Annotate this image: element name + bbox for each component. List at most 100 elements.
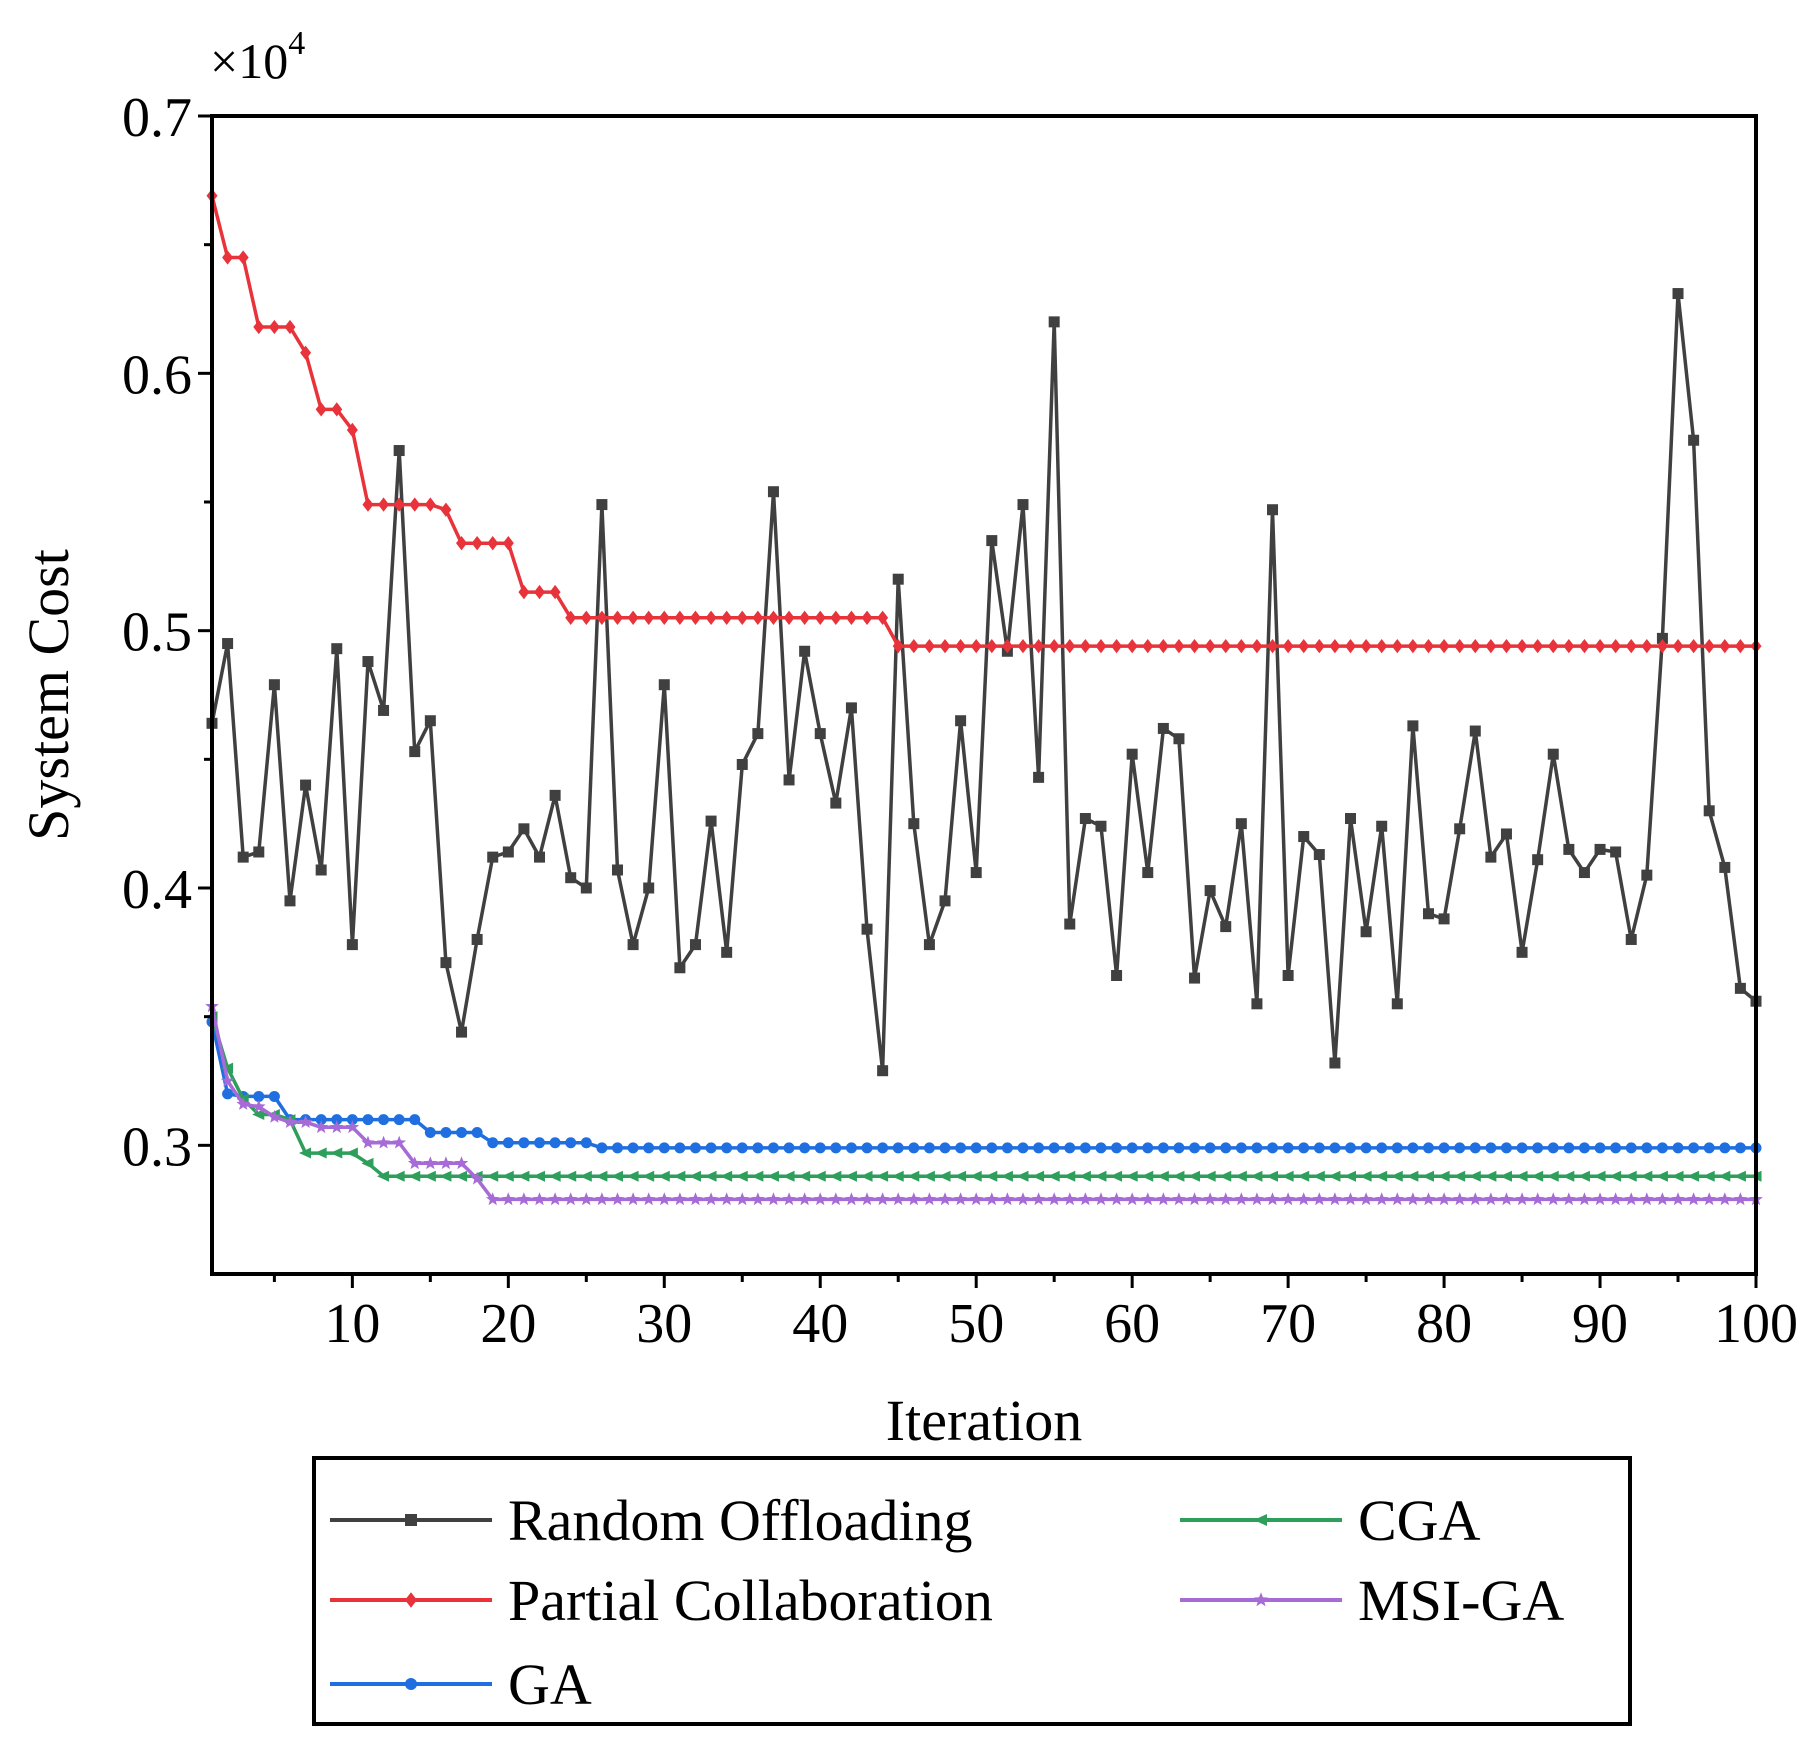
data-point-partial-collaboration xyxy=(378,497,390,512)
data-point-ga xyxy=(1500,1142,1512,1154)
data-point-cga xyxy=(922,1170,935,1182)
data-point-cga xyxy=(626,1170,639,1182)
data-point-cga xyxy=(1437,1170,1450,1182)
data-point-partial-collaboration xyxy=(705,610,717,625)
data-point-partial-collaboration xyxy=(300,345,312,360)
data-point-msi-ga xyxy=(1546,1192,1561,1206)
data-point-cga xyxy=(891,1170,904,1182)
data-point-msi-ga xyxy=(1031,1192,1046,1206)
data-point-cga xyxy=(517,1170,530,1182)
data-point-cga xyxy=(1281,1170,1294,1182)
data-point-random-offloading xyxy=(1204,885,1216,897)
legend-swatch-marker xyxy=(1253,1514,1267,1526)
data-point-msi-ga xyxy=(829,1192,843,1206)
data-point-cga xyxy=(813,1170,826,1182)
data-point-msi-ga xyxy=(626,1192,640,1206)
data-point-partial-collaboration xyxy=(1267,638,1279,654)
data-point-ga xyxy=(986,1142,998,1154)
data-point-partial-collaboration xyxy=(1469,638,1481,654)
data-point-random-offloading xyxy=(1688,434,1700,446)
data-point-random-offloading xyxy=(440,957,452,969)
data-point-msi-ga xyxy=(953,1192,968,1206)
data-point-ga xyxy=(892,1142,904,1154)
data-point-ga xyxy=(502,1137,514,1149)
data-point-partial-collaboration xyxy=(1204,638,1216,654)
legend-item-partial-collaboration: Partial Collaboration xyxy=(330,1568,993,1633)
data-point-msi-ga xyxy=(532,1192,547,1206)
data-point-partial-collaboration xyxy=(627,610,639,625)
data-point-msi-ga xyxy=(267,1109,282,1123)
data-point-random-offloading xyxy=(1111,969,1123,981)
data-point-ga xyxy=(1189,1142,1201,1154)
data-point-random-offloading xyxy=(877,1065,889,1077)
data-point-msi-ga xyxy=(641,1192,656,1206)
data-point-random-offloading xyxy=(346,939,358,951)
data-point-msi-ga xyxy=(813,1192,827,1206)
data-point-partial-collaboration xyxy=(580,610,592,625)
data-point-cga xyxy=(376,1170,390,1182)
data-point-random-offloading xyxy=(378,704,390,716)
data-point-msi-ga xyxy=(1359,1192,1373,1206)
data-point-ga xyxy=(1204,1142,1216,1154)
data-point-ga xyxy=(658,1142,670,1154)
data-point-ga xyxy=(1547,1142,1559,1154)
data-point-random-offloading xyxy=(752,728,764,740)
data-point-msi-ga xyxy=(1047,1192,1061,1206)
data-point-cga xyxy=(844,1170,857,1182)
data-point-random-offloading xyxy=(955,715,967,727)
data-point-cga xyxy=(298,1147,312,1159)
data-point-msi-ga xyxy=(470,1171,484,1185)
legend-swatch-marker xyxy=(405,1678,417,1690)
data-point-msi-ga xyxy=(548,1192,562,1206)
x-tick-label: 70 xyxy=(1260,1293,1316,1355)
data-point-cga xyxy=(1047,1170,1060,1182)
data-point-random-offloading xyxy=(1298,831,1310,843)
data-point-partial-collaboration xyxy=(518,584,530,600)
data-point-random-offloading xyxy=(986,535,998,547)
data-point-ga xyxy=(1610,1142,1622,1154)
data-point-ga xyxy=(1235,1142,1247,1154)
data-point-msi-ga xyxy=(844,1192,859,1206)
legend-item-ga: GA xyxy=(330,1652,592,1717)
x-tick-label: 10 xyxy=(324,1293,380,1355)
data-point-partial-collaboration xyxy=(1625,638,1637,654)
data-point-msi-ga xyxy=(969,1192,983,1206)
data-point-random-offloading xyxy=(409,746,421,758)
data-point-partial-collaboration xyxy=(534,584,546,600)
data-point-partial-collaboration xyxy=(1391,638,1403,654)
legend-label: CGA xyxy=(1358,1488,1481,1553)
data-point-partial-collaboration xyxy=(721,610,733,625)
data-point-random-offloading xyxy=(253,846,265,858)
data-point-ga xyxy=(315,1114,327,1126)
data-point-partial-collaboration xyxy=(1111,638,1123,654)
legend-label: MSI-GA xyxy=(1358,1568,1564,1633)
data-point-cga xyxy=(1016,1170,1029,1182)
data-point-cga xyxy=(1187,1170,1201,1182)
data-point-partial-collaboration xyxy=(845,610,857,625)
data-point-random-offloading xyxy=(1578,867,1590,879)
data-point-partial-collaboration xyxy=(284,319,296,335)
data-point-cga xyxy=(1359,1170,1372,1182)
legend-item-msi-ga: MSI-GA xyxy=(1180,1568,1564,1633)
data-point-ga xyxy=(424,1126,436,1138)
data-point-random-offloading xyxy=(1532,854,1544,866)
data-point-partial-collaboration xyxy=(861,610,873,625)
data-point-cga xyxy=(1406,1170,1419,1182)
data-point-msi-ga xyxy=(891,1192,905,1206)
legend: Random Offloading Partial Collaboration GA… xyxy=(330,1488,1564,1717)
y-tick-label: 0.4 xyxy=(122,859,192,921)
data-point-ga xyxy=(1048,1142,1060,1154)
data-point-random-offloading xyxy=(970,867,982,879)
data-point-cga xyxy=(1655,1170,1668,1182)
data-point-random-offloading xyxy=(1329,1057,1341,1069)
data-point-cga xyxy=(1328,1170,1341,1182)
data-point-msi-ga xyxy=(423,1156,438,1170)
data-point-msi-ga xyxy=(1141,1192,1155,1206)
legend-swatch-marker xyxy=(405,1514,417,1526)
data-point-ga xyxy=(580,1137,592,1149)
data-point-random-offloading xyxy=(1267,504,1279,516)
data-point-random-offloading xyxy=(1095,820,1107,832)
data-point-ga xyxy=(1126,1142,1138,1154)
data-point-msi-ga xyxy=(579,1192,594,1206)
data-point-msi-ga xyxy=(938,1192,952,1206)
